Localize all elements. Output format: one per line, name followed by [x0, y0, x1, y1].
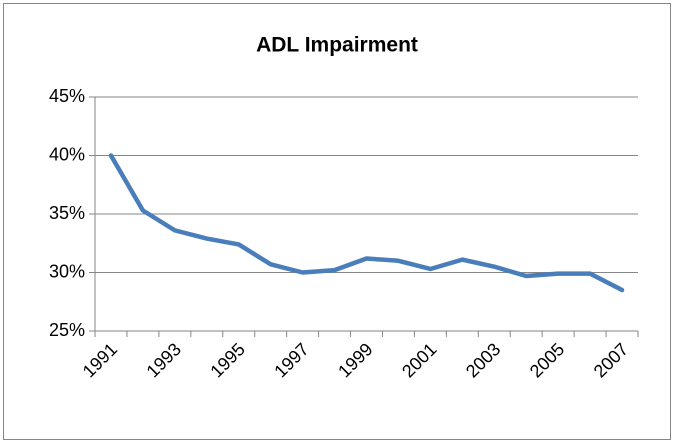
y-tick-label: 45% — [49, 86, 85, 106]
y-tick-label: 40% — [49, 144, 85, 164]
chart-title: ADL Impairment — [256, 34, 418, 57]
y-tick-label: 25% — [49, 320, 85, 340]
y-tick-label: 30% — [49, 261, 85, 281]
chart-border — [3, 3, 671, 440]
data-line — [108, 153, 625, 293]
y-tick-label: 35% — [49, 203, 85, 223]
